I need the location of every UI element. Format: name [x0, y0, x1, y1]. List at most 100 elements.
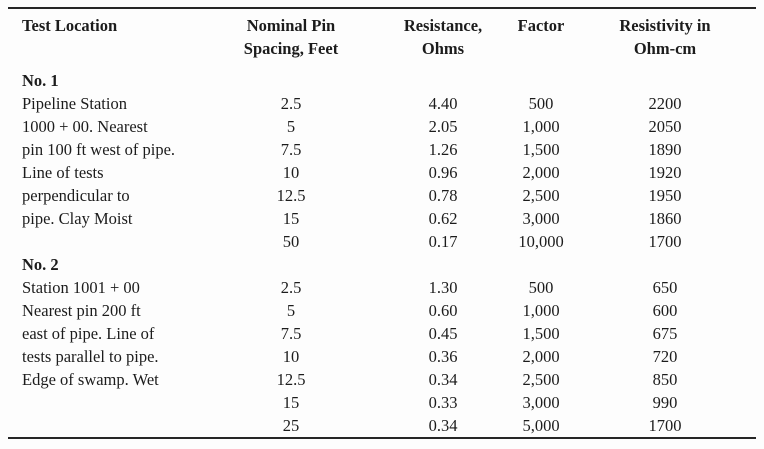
cell-factor: 2,500: [522, 186, 560, 205]
table-row: pipe. Clay Moist 15 0.62 3,000 1860: [8, 207, 756, 230]
column-header-resistivity: Resistivity in Ohm-cm: [574, 8, 756, 69]
section-label: No. 2: [22, 255, 59, 274]
table-row: Line of tests 10 0.96 2,000 1920: [8, 161, 756, 184]
cell-resistance: 0.34: [428, 370, 458, 389]
table-row: 50 0.17 10,000 1700: [8, 230, 756, 253]
header-line: Resistivity in: [619, 16, 711, 35]
header-line: Resistance,: [403, 16, 483, 35]
cell-test-location: perpendicular to: [22, 186, 130, 205]
cell-test-location: Edge of swamp. Wet: [22, 370, 159, 389]
cell-factor: 500: [528, 278, 554, 297]
cell-factor: 2,000: [522, 347, 560, 366]
cell-resistance: 1.30: [428, 278, 458, 297]
header-line: Spacing, Feet: [243, 39, 339, 58]
cell-pin-spacing: 12.5: [276, 370, 306, 389]
cell-resistivity: 2050: [648, 117, 682, 136]
section-header-row: No. 2: [8, 253, 756, 276]
cell-pin-spacing: 10: [282, 347, 300, 366]
cell-pin-spacing: 50: [282, 232, 300, 251]
cell-test-location: [8, 414, 204, 438]
cell-factor: 500: [528, 94, 554, 113]
cell-resistance: 0.36: [428, 347, 458, 366]
cell-resistivity: 650: [652, 278, 678, 297]
cell-pin-spacing: 25: [282, 416, 300, 435]
cell-test-location: east of pipe. Line of: [22, 324, 155, 343]
cell-resistance: 0.33: [428, 393, 458, 412]
table-row: Edge of swamp. Wet 12.5 0.34 2,500 850: [8, 368, 756, 391]
table-row: Pipeline Station 2.5 4.40 500 2200: [8, 92, 756, 115]
table-row: east of pipe. Line of 7.5 0.45 1,500 675: [8, 322, 756, 345]
cell-test-location: tests parallel to pipe.: [22, 347, 159, 366]
cell-resistivity: 1950: [648, 186, 682, 205]
cell-pin-spacing: 15: [282, 209, 300, 228]
cell-resistivity: 720: [652, 347, 678, 366]
table-row: perpendicular to 12.5 0.78 2,500 1950: [8, 184, 756, 207]
cell-test-location: Station 1001 + 00: [22, 278, 140, 297]
cell-resistivity: 1700: [648, 232, 682, 251]
header-line: Test Location: [22, 16, 118, 35]
section-label: No. 1: [22, 71, 59, 90]
table-row: 15 0.33 3,000 990: [8, 391, 756, 414]
cell-pin-spacing: 2.5: [280, 94, 302, 113]
column-header-resistance: Resistance, Ohms: [378, 8, 508, 69]
cell-pin-spacing: 10: [282, 163, 300, 182]
cell-pin-spacing: 7.5: [280, 324, 302, 343]
cell-resistivity: 1860: [648, 209, 682, 228]
cell-resistance: 0.62: [428, 209, 458, 228]
cell-factor: 5,000: [522, 416, 560, 435]
resistivity-test-table: Test Location Nominal Pin Spacing, Feet …: [8, 7, 756, 439]
cell-resistance: 1.26: [428, 140, 458, 159]
cell-resistivity: 850: [652, 370, 678, 389]
cell-test-location: Nearest pin 200 ft: [22, 301, 141, 320]
cell-factor: 3,000: [522, 209, 560, 228]
cell-resistivity: 990: [652, 393, 678, 412]
cell-resistivity: 1920: [648, 163, 682, 182]
cell-pin-spacing: 5: [286, 117, 296, 136]
cell-factor: 2,500: [522, 370, 560, 389]
table-body: No. 1 Pipeline Station 2.5 4.40 500 2200…: [8, 69, 756, 438]
table-row: 1000 + 00. Nearest 5 2.05 1,000 2050: [8, 115, 756, 138]
cell-resistivity: 1700: [648, 416, 682, 435]
cell-test-location: Pipeline Station: [22, 94, 127, 113]
table-row: 25 0.34 5,000 1700: [8, 414, 756, 438]
cell-pin-spacing: 5: [286, 301, 296, 320]
cell-resistance: 0.78: [428, 186, 458, 205]
table-row: Station 1001 + 00 2.5 1.30 500 650: [8, 276, 756, 299]
cell-resistivity: 1890: [648, 140, 682, 159]
cell-factor: 1,000: [522, 301, 560, 320]
header-row: Test Location Nominal Pin Spacing, Feet …: [8, 8, 756, 69]
table-row: Nearest pin 200 ft 5 0.60 1,000 600: [8, 299, 756, 322]
cell-factor: 3,000: [522, 393, 560, 412]
column-header-pin-spacing: Nominal Pin Spacing, Feet: [204, 8, 378, 69]
cell-factor: 1,500: [522, 140, 560, 159]
cell-resistivity: 675: [652, 324, 678, 343]
table-header: Test Location Nominal Pin Spacing, Feet …: [8, 8, 756, 69]
cell-test-location: pin 100 ft west of pipe.: [22, 140, 176, 159]
cell-resistance: 0.60: [428, 301, 458, 320]
cell-test-location: Line of tests: [22, 163, 104, 182]
header-line: Ohms: [421, 39, 465, 58]
section-header-row: No. 1: [8, 69, 756, 92]
header-line: Nominal Pin: [246, 16, 336, 35]
cell-test-location: 1000 + 00. Nearest: [22, 117, 148, 136]
cell-factor: 1,500: [522, 324, 560, 343]
cell-test-location: pipe. Clay Moist: [22, 209, 133, 228]
cell-resistivity: 600: [652, 301, 678, 320]
cell-factor: 2,000: [522, 163, 560, 182]
cell-pin-spacing: 7.5: [280, 140, 302, 159]
cell-resistance: 4.40: [428, 94, 458, 113]
cell-resistance: 0.45: [428, 324, 458, 343]
header-line: Ohm-cm: [633, 39, 697, 58]
cell-pin-spacing: 15: [282, 393, 300, 412]
table-row: tests parallel to pipe. 10 0.36 2,000 72…: [8, 345, 756, 368]
cell-resistivity: 2200: [648, 94, 682, 113]
cell-pin-spacing: 2.5: [280, 278, 302, 297]
cell-pin-spacing: 12.5: [276, 186, 306, 205]
cell-resistance: 0.17: [428, 232, 458, 251]
cell-resistance: 2.05: [428, 117, 458, 136]
table-row: pin 100 ft west of pipe. 7.5 1.26 1,500 …: [8, 138, 756, 161]
header-line: Factor: [517, 16, 565, 35]
column-header-test-location: Test Location: [8, 8, 204, 69]
cell-resistance: 0.34: [428, 416, 458, 435]
